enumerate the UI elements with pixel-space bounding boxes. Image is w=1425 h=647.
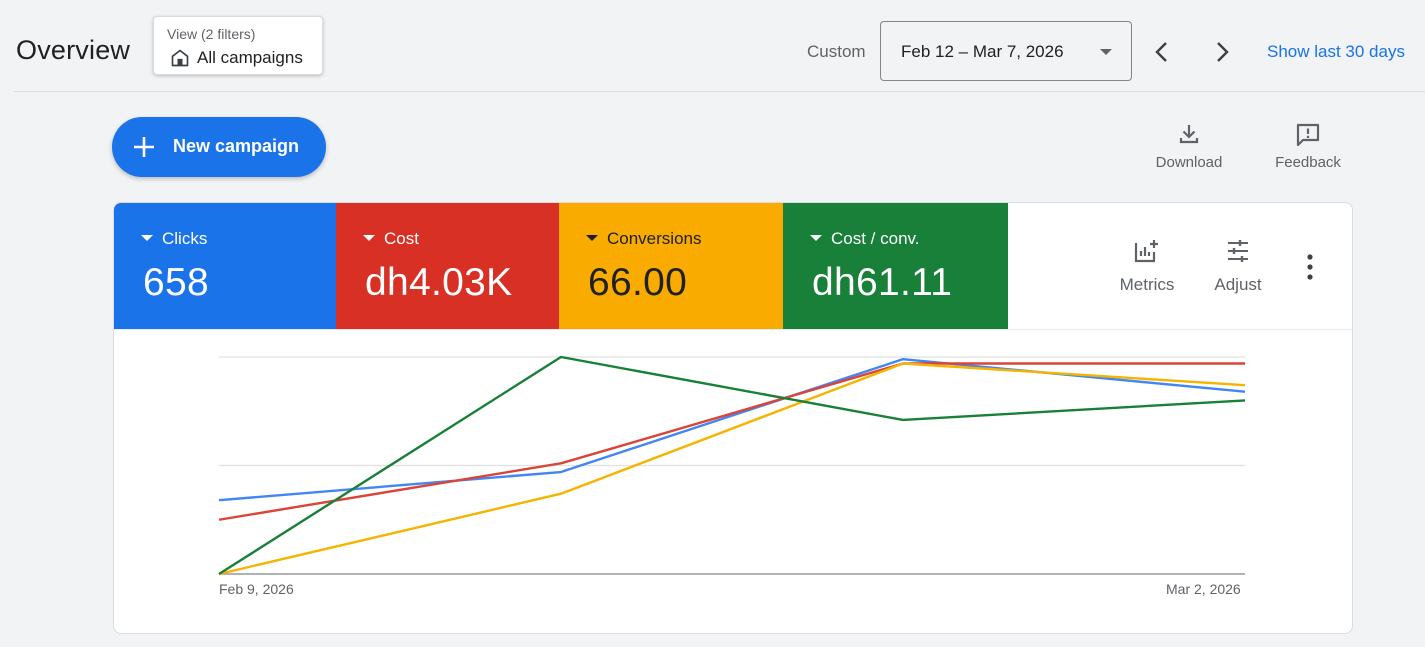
triangle-down-icon	[141, 234, 153, 241]
series-line-cost	[218, 362, 1245, 521]
overview-card: Clicks 658 Cost dh4.03K Conversions 66.0…	[113, 202, 1353, 634]
metric-tile-cost-name: Cost	[363, 229, 419, 249]
metric-name: Clicks	[162, 229, 208, 248]
metric-tile-clicks[interactable]: Clicks 658	[114, 203, 336, 330]
feedback-icon	[1296, 123, 1320, 147]
metric-tile-conversions[interactable]: Conversions 66.00	[559, 203, 783, 330]
metrics-label: Metrics	[1119, 275, 1175, 294]
metric-tile-cost-per-conv-name: Cost / conv.	[810, 229, 920, 249]
chevron-right-icon[interactable]	[1210, 38, 1234, 66]
x-tick-label: Feb 9, 2026	[219, 581, 294, 597]
x-tick-label: Mar 2, 2026	[1166, 581, 1241, 597]
top-bar: Overview View (2 filters) All campaigns …	[0, 0, 1425, 92]
page-title: Overview	[16, 35, 131, 65]
triangle-down-icon	[363, 234, 375, 241]
show-last-30-days-link[interactable]: Show last 30 days	[1267, 42, 1405, 61]
download-label: Download	[1155, 154, 1223, 171]
triangle-down-icon	[810, 234, 822, 241]
metric-value: dh4.03K	[365, 261, 513, 304]
metric-tile-conversions-name: Conversions	[586, 229, 702, 249]
date-range-select[interactable]: Feb 12 – Mar 7, 2026	[880, 21, 1132, 81]
download-button[interactable]: Download	[1144, 122, 1234, 178]
metric-name: Cost	[384, 229, 419, 248]
header-divider	[14, 91, 1425, 92]
metrics-button[interactable]: Metrics	[1114, 238, 1180, 295]
home-icon	[171, 49, 189, 67]
view-filter-button[interactable]: View (2 filters) All campaigns	[153, 16, 323, 75]
metric-tile-clicks-name: Clicks	[141, 229, 207, 249]
date-range-value: Feb 12 – Mar 7, 2026	[901, 42, 1064, 61]
metrics-chart-icon	[1134, 240, 1158, 263]
tune-icon	[1228, 240, 1248, 262]
series-line-conversions	[218, 362, 1246, 576]
metric-name: Cost / conv.	[831, 229, 920, 248]
performance-chart: Feb 9, 2026 Mar 2, 2026	[114, 331, 1352, 633]
plus-icon	[134, 137, 154, 157]
view-filter-value: All campaigns	[197, 48, 303, 67]
chevron-left-icon[interactable]	[1150, 38, 1174, 66]
new-campaign-button[interactable]: New campaign	[112, 117, 326, 177]
metric-name: Conversions	[607, 229, 702, 248]
date-range-type: Custom	[807, 42, 866, 61]
view-filter-label: View (2 filters)	[167, 26, 256, 42]
adjust-button[interactable]: Adjust	[1208, 238, 1268, 295]
series-line-cost-conv	[218, 355, 1246, 576]
adjust-label: Adjust	[1214, 275, 1262, 294]
chevron-down-icon	[1100, 49, 1112, 55]
feedback-button[interactable]: Feedback	[1263, 122, 1353, 178]
metric-tile-cost-per-conv[interactable]: Cost / conv. dh61.11	[783, 203, 1008, 330]
more-vert-icon[interactable]	[1302, 253, 1318, 281]
metric-value: dh61.11	[812, 261, 953, 304]
metric-value: 658	[143, 261, 209, 304]
new-campaign-label: New campaign	[173, 136, 300, 156]
download-icon	[1179, 125, 1199, 144]
feedback-label: Feedback	[1275, 154, 1341, 171]
metric-tile-cost[interactable]: Cost dh4.03K	[336, 203, 559, 330]
chart-plot	[218, 355, 1246, 576]
triangle-down-icon	[586, 234, 598, 241]
tiles-divider	[114, 329, 1352, 330]
metric-value: 66.00	[588, 261, 688, 304]
